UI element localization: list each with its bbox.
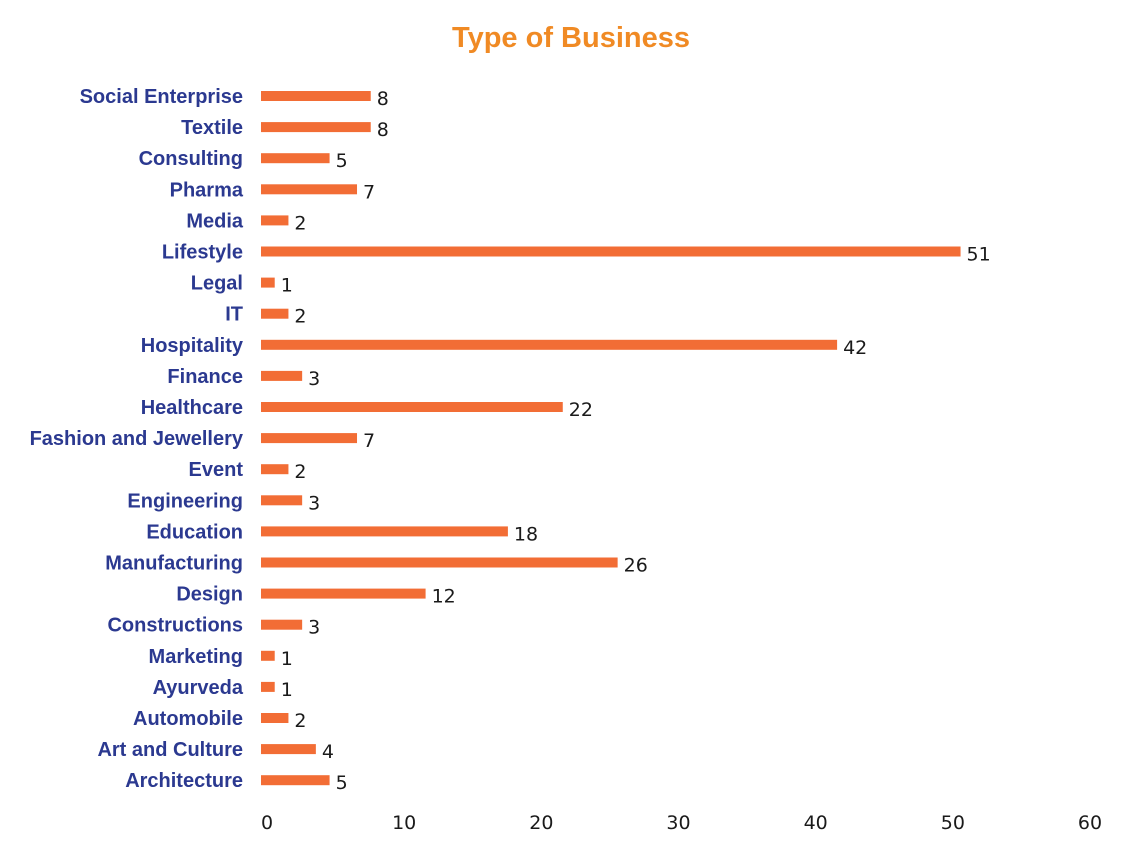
value-label: 7 — [363, 430, 375, 452]
value-label: 22 — [569, 399, 593, 421]
x-tick-label: 0 — [261, 812, 273, 834]
value-label: 42 — [843, 337, 867, 359]
category-label: Healthcare — [141, 397, 243, 419]
category-label: Legal — [191, 273, 243, 295]
category-label: Fashion and Jewellery — [30, 428, 244, 450]
bar — [261, 526, 508, 537]
bar — [261, 153, 330, 164]
bar — [261, 402, 563, 412]
value-label: 51 — [967, 244, 991, 266]
bar — [261, 681, 275, 692]
bar — [261, 775, 330, 786]
category-label: Design — [176, 584, 243, 606]
category-label: Media — [186, 210, 244, 232]
category-label: Consulting — [139, 148, 243, 170]
category-label: Constructions — [107, 615, 243, 637]
category-label: Lifestyle — [162, 242, 243, 264]
category-label: Architecture — [125, 770, 243, 792]
category-label: Art and Culture — [97, 739, 243, 761]
category-label: Pharma — [170, 179, 244, 201]
category-label: Textile — [181, 117, 243, 139]
category-label: Ayurveda — [153, 677, 244, 699]
category-label: Education — [146, 521, 243, 543]
value-label: 1 — [281, 648, 293, 670]
bar — [261, 744, 316, 755]
category-label: Marketing — [149, 646, 243, 668]
x-tick-label: 60 — [1078, 812, 1102, 834]
category-label: Engineering — [127, 490, 243, 512]
category-label: Social Enterprise — [80, 86, 243, 108]
x-tick-label: 30 — [666, 812, 690, 834]
value-label: 8 — [377, 119, 389, 141]
bar — [261, 308, 289, 319]
value-label: 5 — [336, 150, 348, 172]
value-label: 7 — [363, 181, 375, 203]
bar — [261, 464, 289, 475]
value-label: 3 — [308, 617, 320, 639]
bar — [261, 184, 358, 195]
bar — [261, 495, 303, 506]
bar — [261, 277, 275, 288]
value-label: 2 — [294, 212, 306, 234]
bar — [261, 339, 838, 350]
bar — [261, 619, 303, 630]
value-label: 8 — [377, 88, 389, 110]
bar — [261, 433, 358, 444]
value-label: 1 — [281, 275, 293, 297]
bar — [261, 557, 618, 568]
value-label: 12 — [432, 586, 456, 608]
category-label: IT — [225, 304, 243, 326]
value-label: 2 — [294, 461, 306, 483]
value-label: 4 — [322, 741, 334, 763]
bar — [261, 588, 426, 599]
value-label: 1 — [281, 679, 293, 701]
value-label: 26 — [624, 555, 648, 577]
chart-title: Type of Business — [452, 22, 690, 54]
value-label: 3 — [308, 492, 320, 514]
bar — [261, 246, 961, 257]
value-label: 5 — [336, 772, 348, 794]
category-label: Automobile — [133, 708, 243, 730]
value-label: 3 — [308, 368, 320, 390]
x-tick-label: 10 — [392, 812, 416, 834]
x-tick-label: 50 — [941, 812, 965, 834]
x-tick-label: 20 — [529, 812, 553, 834]
x-tick-label: 40 — [804, 812, 828, 834]
bar — [261, 215, 289, 226]
category-label: Event — [189, 459, 244, 481]
value-label: 2 — [294, 306, 306, 328]
category-label: Finance — [167, 366, 243, 388]
bar — [261, 650, 275, 661]
bar — [261, 713, 289, 723]
bar — [261, 122, 371, 133]
bar — [261, 91, 371, 101]
value-label: 18 — [514, 523, 538, 545]
category-label: Manufacturing — [105, 553, 243, 575]
category-label: Hospitality — [141, 335, 244, 357]
bar — [261, 370, 303, 381]
value-label: 2 — [294, 710, 306, 732]
